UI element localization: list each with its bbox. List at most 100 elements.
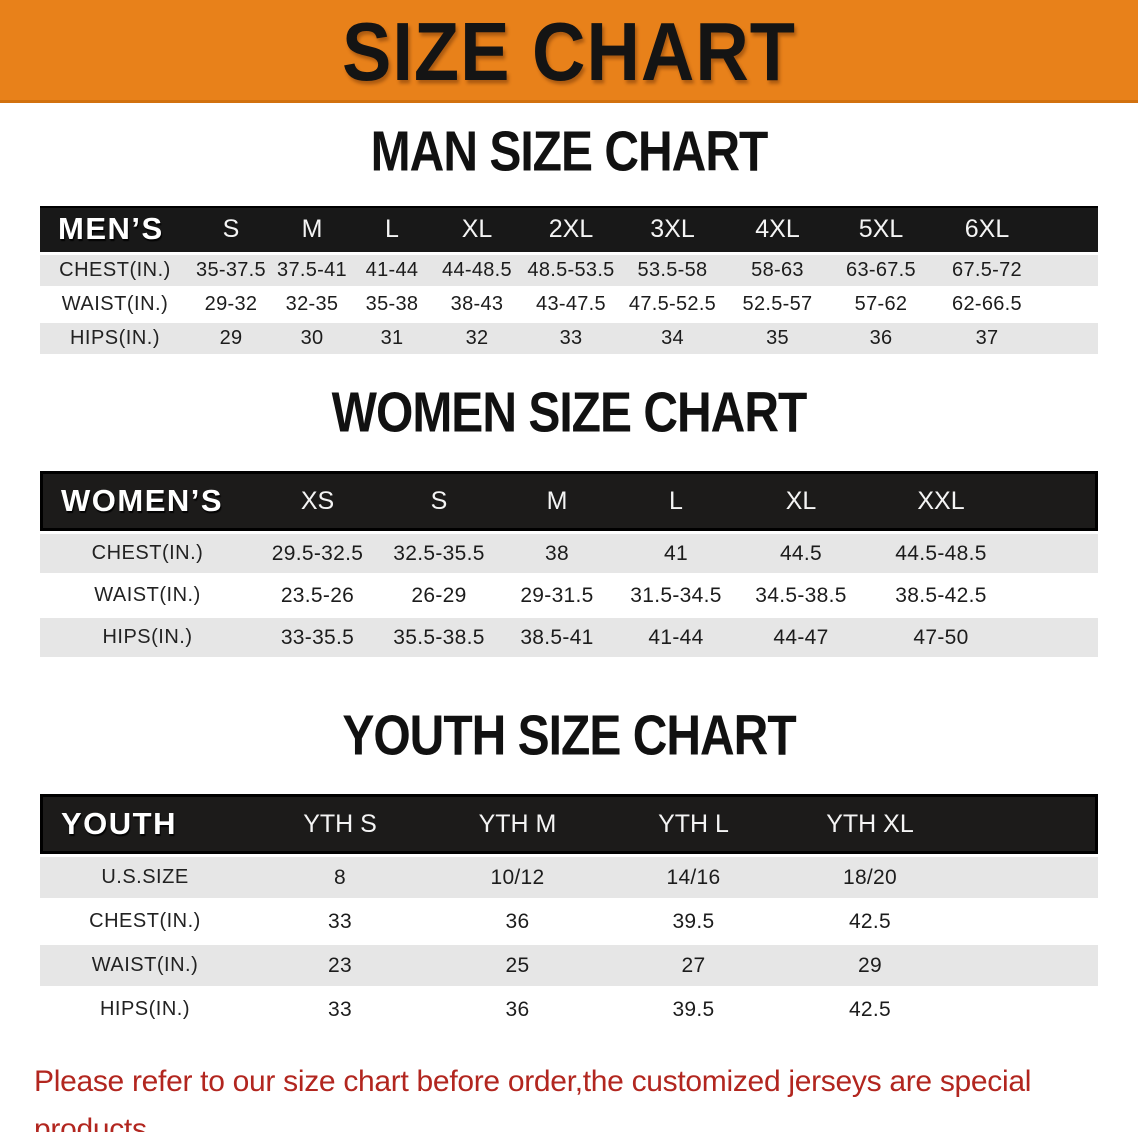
- measurement-label: WAIST(IN.): [40, 286, 190, 320]
- size-column-header: 4XL: [725, 206, 830, 252]
- measurement-value: 29-32: [190, 286, 272, 320]
- measurement-value: 38-43: [432, 286, 522, 320]
- measurement-value: 52.5-57: [725, 286, 830, 320]
- measurement-value: 42.5: [782, 898, 958, 942]
- measurement-value: 43-47.5: [522, 286, 620, 320]
- measurement-label: WAIST(IN.): [40, 942, 250, 986]
- row-filler: [958, 986, 1098, 1030]
- measurement-value: 63-67.5: [830, 252, 932, 286]
- size-column-header: M: [498, 471, 616, 531]
- banner-title: SIZE CHART: [342, 5, 796, 98]
- measurement-value: 35-38: [352, 286, 432, 320]
- measurement-row: WAIST(IN.) 23.5-26 26-29 29-31.5 31.5-34.5 34…: [40, 573, 1098, 615]
- header-filler: [1016, 471, 1098, 531]
- measurement-value: 67.5-72: [932, 252, 1042, 286]
- measurement-value: 37: [932, 320, 1042, 354]
- measurement-value: 44-47: [736, 615, 866, 657]
- measurement-row: U.S.SIZE 8 10/12 14/16 18/20: [40, 854, 1098, 898]
- measurement-row: HIPS(IN.) 29 30 31 32 33 34 35 36 37: [40, 320, 1098, 354]
- size-column-header: XL: [432, 206, 522, 252]
- row-filler: [1042, 286, 1098, 320]
- measurement-value: 27: [605, 942, 782, 986]
- women-size-chart-title-text: WOMEN SIZE CHART: [331, 382, 808, 445]
- row-filler: [958, 854, 1098, 898]
- measurement-value: 35: [725, 320, 830, 354]
- measurement-value: 33: [522, 320, 620, 354]
- measurement-value: 32: [432, 320, 522, 354]
- measurement-label: CHEST(IN.): [40, 252, 190, 286]
- measurement-value: 35.5-38.5: [380, 615, 498, 657]
- measurement-label: WAIST(IN.): [40, 573, 255, 615]
- measurement-value: 33: [250, 986, 430, 1030]
- size-column-header: YTH M: [430, 794, 605, 854]
- measurement-value: 47-50: [866, 615, 1016, 657]
- row-filler: [958, 942, 1098, 986]
- measurement-value: 34: [620, 320, 725, 354]
- disclaimer-text: Please refer to our size chart before or…: [34, 1058, 1138, 1132]
- measurement-value: 14/16: [605, 854, 782, 898]
- measurement-label: HIPS(IN.): [40, 320, 190, 354]
- size-column-header: YTH XL: [782, 794, 958, 854]
- table-category-label: YOUTH: [40, 794, 250, 854]
- measurement-value: 37.5-41: [272, 252, 352, 286]
- measurement-value: 23: [250, 942, 430, 986]
- women-size-chart-title: WOMEN SIZE CHART: [0, 385, 1138, 445]
- row-filler: [1016, 531, 1098, 573]
- measurement-row: HIPS(IN.) 33-35.5 35.5-38.5 38.5-41 41-44 44-…: [40, 615, 1098, 657]
- size-column-header: 3XL: [620, 206, 725, 252]
- table-category-label: MEN’S: [40, 206, 190, 252]
- size-column-header: YTH S: [250, 794, 430, 854]
- measurement-value: 29.5-32.5: [255, 531, 380, 573]
- measurement-value: 39.5: [605, 898, 782, 942]
- measurement-row: WAIST(IN.) 23 25 27 29: [40, 942, 1098, 986]
- measurement-value: 36: [430, 898, 605, 942]
- size-column-header: XS: [255, 471, 380, 531]
- row-filler: [1016, 615, 1098, 657]
- measurement-value: 36: [830, 320, 932, 354]
- measurement-value: 29: [190, 320, 272, 354]
- measurement-value: 62-66.5: [932, 286, 1042, 320]
- size-column-header: XL: [736, 471, 866, 531]
- size-column-header: 2XL: [522, 206, 620, 252]
- measurement-row: CHEST(IN.) 29.5-32.5 32.5-35.5 38 41 44.5 44.5…: [40, 531, 1098, 573]
- row-filler: [958, 898, 1098, 942]
- measurement-value: 41-44: [352, 252, 432, 286]
- measurement-value: 31.5-34.5: [616, 573, 736, 615]
- measurement-value: 31: [352, 320, 432, 354]
- size-table-header-row: YOUTH YTH S YTH M YTH L YTH XL: [40, 794, 1098, 854]
- measurement-value: 39.5: [605, 986, 782, 1030]
- measurement-label: HIPS(IN.): [40, 615, 255, 657]
- measurement-value: 30: [272, 320, 352, 354]
- womens-size-table: WOMEN’S XS S M L XL XXL CHEST(IN.) 29.5-32.5 32.5…: [40, 471, 1098, 657]
- measurement-value: 44.5: [736, 531, 866, 573]
- measurement-value: 47.5-52.5: [620, 286, 725, 320]
- size-column-header: M: [272, 206, 352, 252]
- size-column-header: YTH L: [605, 794, 782, 854]
- youth-size-chart-title: YOUTH SIZE CHART: [0, 708, 1138, 768]
- measurement-value: 34.5-38.5: [736, 573, 866, 615]
- measurement-value: 35-37.5: [190, 252, 272, 286]
- man-size-chart-title: MAN SIZE CHART: [0, 124, 1138, 184]
- row-filler: [1042, 252, 1098, 286]
- measurement-value: 48.5-53.5: [522, 252, 620, 286]
- size-column-header: XXL: [866, 471, 1016, 531]
- size-column-header: S: [380, 471, 498, 531]
- measurement-value: 29: [782, 942, 958, 986]
- measurement-row: WAIST(IN.) 29-32 32-35 35-38 38-43 43-47.5 47.…: [40, 286, 1098, 320]
- measurement-value: 33-35.5: [255, 615, 380, 657]
- measurement-value: 23.5-26: [255, 573, 380, 615]
- row-filler: [1042, 320, 1098, 354]
- measurement-value: 26-29: [380, 573, 498, 615]
- measurement-value: 53.5-58: [620, 252, 725, 286]
- measurement-value: 10/12: [430, 854, 605, 898]
- measurement-label: HIPS(IN.): [40, 986, 250, 1030]
- measurement-value: 32.5-35.5: [380, 531, 498, 573]
- measurement-value: 29-31.5: [498, 573, 616, 615]
- measurement-label: CHEST(IN.): [40, 531, 255, 573]
- row-filler: [1016, 573, 1098, 615]
- header-filler: [1042, 206, 1098, 252]
- size-column-header: 6XL: [932, 206, 1042, 252]
- measurement-row: HIPS(IN.) 33 36 39.5 42.5: [40, 986, 1098, 1030]
- measurement-label: U.S.SIZE: [40, 854, 250, 898]
- measurement-value: 32-35: [272, 286, 352, 320]
